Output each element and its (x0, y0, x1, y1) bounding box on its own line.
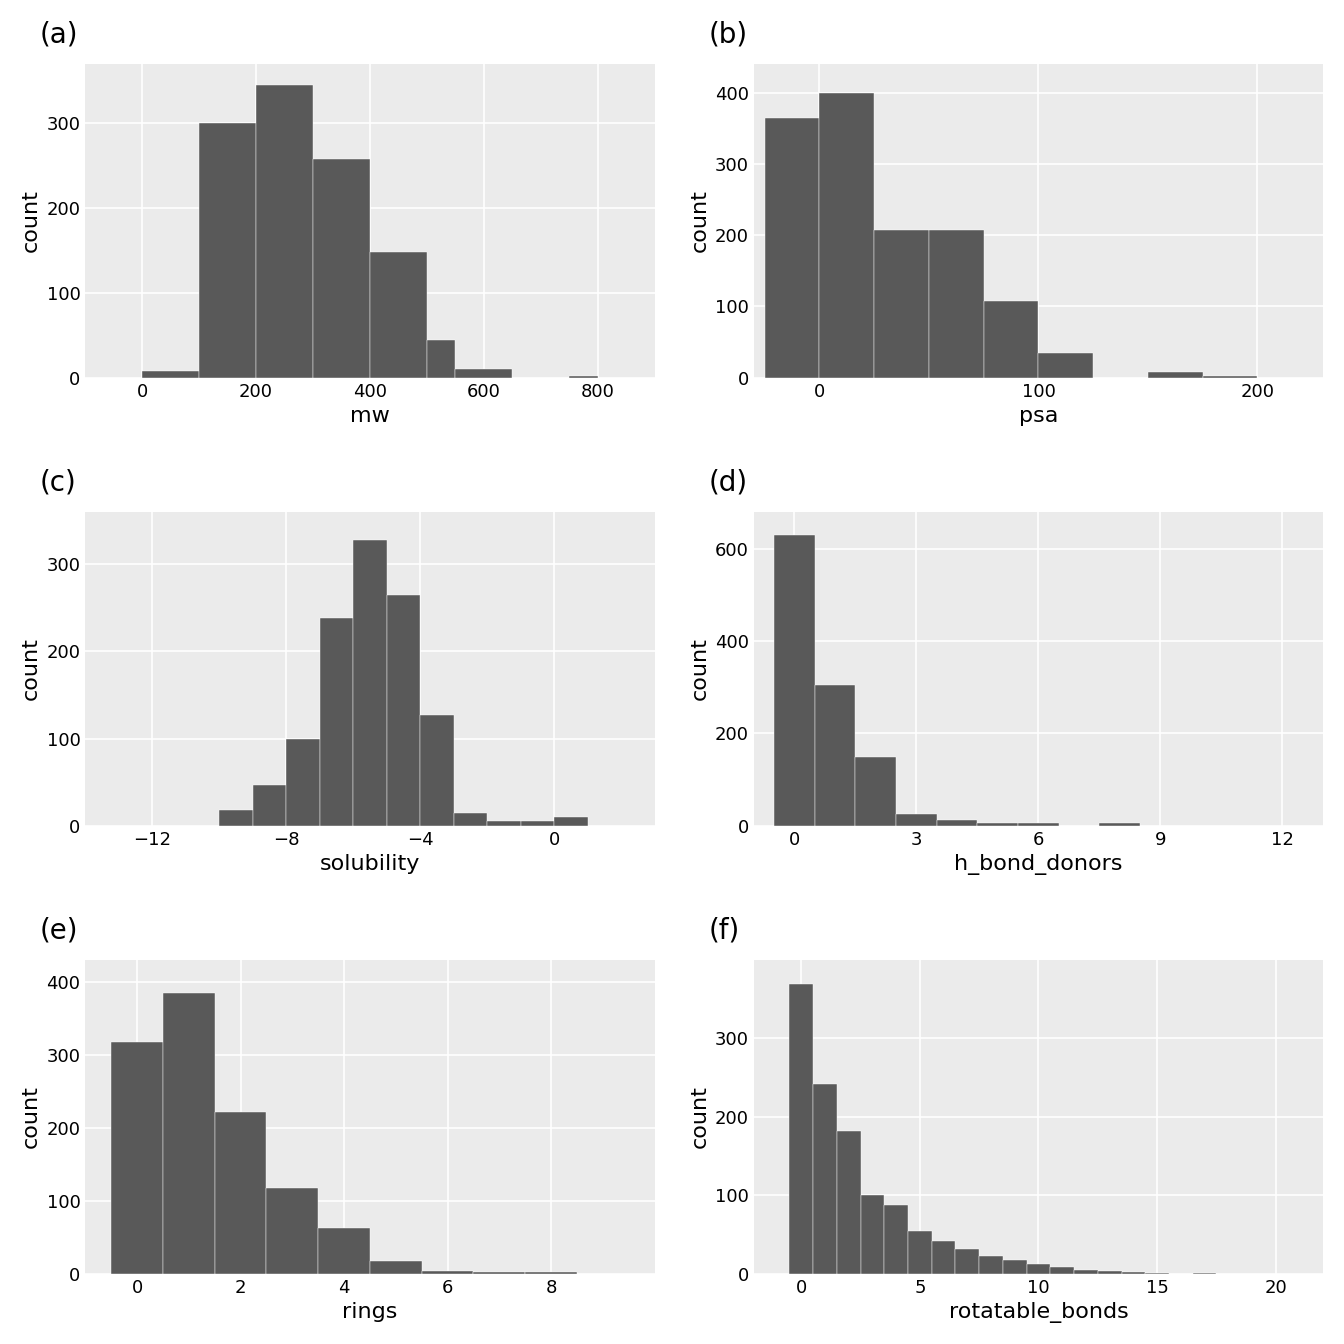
Bar (813, 1085, 837, 1274)
Text: (f): (f) (708, 917, 739, 945)
Bar (112, 1042, 163, 1274)
Bar (487, 821, 520, 825)
Text: (c): (c) (40, 468, 77, 496)
Y-axis label: count: count (22, 1086, 40, 1148)
Bar (1003, 1259, 1027, 1274)
Bar (977, 824, 1019, 825)
Bar (765, 117, 820, 378)
X-axis label: solubility: solubility (320, 855, 421, 874)
Bar (163, 993, 215, 1274)
Bar (422, 1271, 473, 1274)
Text: (e): (e) (40, 917, 78, 945)
Y-axis label: count: count (689, 1086, 710, 1148)
Bar (142, 371, 199, 378)
Bar (1099, 824, 1140, 825)
Y-axis label: count: count (689, 637, 710, 700)
Text: (b): (b) (708, 20, 747, 48)
Bar (820, 93, 874, 378)
Bar (837, 1132, 860, 1274)
Bar (896, 814, 937, 825)
Bar (860, 1195, 884, 1274)
Bar (319, 1228, 370, 1274)
Bar (1027, 1265, 1050, 1274)
Bar (520, 821, 554, 825)
Bar (554, 817, 587, 825)
Bar (1121, 1273, 1145, 1274)
Bar (199, 124, 257, 378)
Bar (313, 159, 370, 378)
Bar (956, 1249, 980, 1274)
Bar (387, 595, 421, 825)
Bar (370, 1261, 422, 1274)
X-axis label: psa: psa (1019, 406, 1058, 426)
Bar (456, 370, 512, 378)
Bar (1098, 1271, 1121, 1274)
Bar (774, 535, 814, 825)
Bar (1019, 824, 1059, 825)
Bar (219, 810, 253, 825)
Bar (370, 253, 427, 378)
Bar (1148, 372, 1203, 378)
Bar (929, 230, 984, 378)
Y-axis label: count: count (22, 637, 40, 700)
Bar (1050, 1267, 1074, 1274)
Bar (257, 85, 313, 378)
X-axis label: h_bond_donors: h_bond_donors (954, 855, 1122, 875)
Bar (980, 1257, 1003, 1274)
Bar (320, 618, 353, 825)
Bar (266, 1188, 319, 1274)
Bar (931, 1241, 956, 1274)
Text: (d): (d) (708, 468, 747, 496)
Bar (789, 984, 813, 1274)
Y-axis label: count: count (22, 190, 40, 253)
Bar (286, 739, 320, 825)
Bar (526, 1271, 577, 1274)
Bar (814, 685, 855, 825)
Text: (a): (a) (40, 20, 78, 48)
Bar (253, 785, 286, 825)
Bar (1074, 1270, 1098, 1274)
Bar (454, 813, 487, 825)
Bar (215, 1111, 266, 1274)
Y-axis label: count: count (689, 190, 710, 253)
Bar (909, 1231, 931, 1274)
Bar (427, 340, 456, 378)
X-axis label: mw: mw (349, 406, 390, 426)
Bar (884, 1204, 909, 1274)
Bar (1039, 352, 1093, 378)
Bar (874, 230, 929, 378)
X-axis label: rotatable_bonds: rotatable_bonds (949, 1302, 1129, 1322)
Bar (937, 820, 977, 825)
Bar (570, 376, 598, 378)
Bar (421, 715, 454, 825)
Bar (855, 757, 896, 825)
Bar (984, 301, 1039, 378)
Bar (473, 1271, 526, 1274)
X-axis label: rings: rings (343, 1302, 398, 1322)
Bar (353, 540, 387, 825)
Bar (1203, 376, 1258, 378)
